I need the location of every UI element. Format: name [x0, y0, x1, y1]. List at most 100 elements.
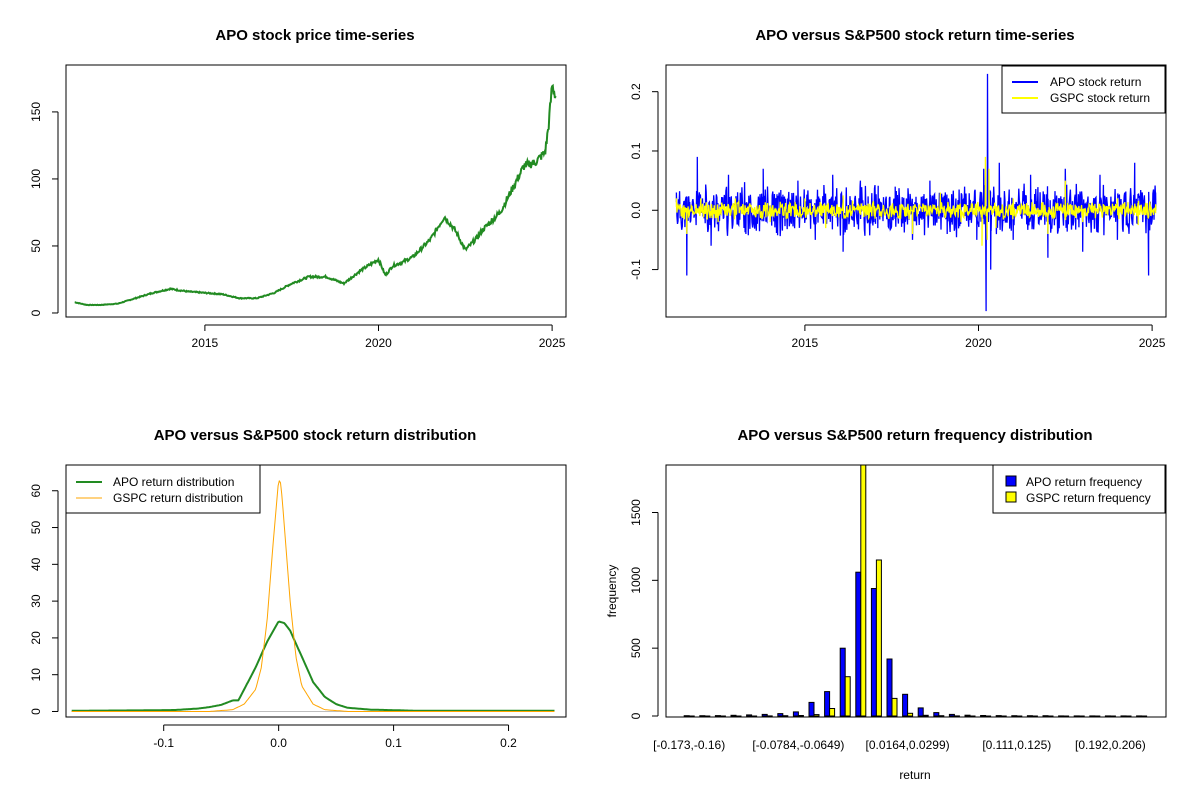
- apo-frequency-bar: [1058, 715, 1065, 717]
- price-x-tick-label: 2020: [365, 336, 392, 350]
- density-y-tick-label: 50: [29, 521, 43, 535]
- apo-frequency-bar: [980, 715, 987, 717]
- gspc-frequency-bar: [1016, 715, 1023, 717]
- distribution-legend-box: [65, 464, 261, 514]
- density-y-tick-label: 40: [29, 557, 43, 571]
- frequency-axes: [-0.173,-0.16) [-0.0784,-0.0649) [0.0164,0…: [629, 499, 1146, 752]
- gspc-frequency-bar: [860, 464, 867, 717]
- apo-frequency-bar: [964, 714, 971, 717]
- gspc-frequency-bar: [782, 715, 789, 717]
- frequency-x-tick-label: [0.111,0.125): [982, 738, 1051, 752]
- apo-density-line: [71, 620, 555, 712]
- return-ts-x-tick-label: 2015: [792, 336, 819, 350]
- price-axes: 2015 2020 2025 0 50 100 150: [29, 102, 566, 350]
- price-x-tick-label: 2025: [539, 336, 566, 350]
- price-y-tick-label: 0: [29, 309, 43, 316]
- apo-frequency-bar: [699, 715, 706, 717]
- apo-frequency-bar: [855, 571, 862, 717]
- frequency-y-axis-label: frequency: [605, 565, 619, 618]
- legend-label-apo-distribution: APO return distribution: [113, 475, 234, 489]
- legend-label-gspc-distribution: GSPC return distribution: [113, 491, 243, 505]
- density-y-tick-label: 0: [29, 708, 43, 715]
- apo-frequency-bar: [1104, 715, 1111, 717]
- gspc-density-line: [71, 480, 555, 712]
- gspc-frequency-bar: [1109, 715, 1116, 717]
- legend-swatch-gspc-frequency: [1005, 491, 1017, 503]
- apo-frequency-bar: [761, 713, 768, 717]
- return-ts-x-tick-label: 2025: [1139, 336, 1166, 350]
- return-timeseries-title: APO versus S&P500 stock return time-seri…: [755, 27, 1074, 44]
- frequency-x-tick-label: [-0.173,-0.16): [653, 738, 725, 752]
- density-x-tick-label: 0.2: [500, 736, 517, 750]
- price-y-tick-label: 50: [29, 239, 43, 253]
- apo-frequency-bar: [777, 713, 784, 717]
- gspc-frequency-bar: [907, 712, 914, 717]
- gspc-frequency-bar: [938, 715, 945, 717]
- legend-label-gspc-return: GSPC stock return: [1050, 91, 1150, 105]
- return-timeseries-marks: [675, 73, 1157, 312]
- gspc-frequency-bar: [1063, 715, 1070, 717]
- apo-frequency-bar: [917, 707, 924, 717]
- price-plot-frame: [65, 64, 567, 318]
- gspc-frequency-bar: [751, 715, 758, 717]
- apo-frequency-bar: [1026, 715, 1033, 717]
- apo-frequency-bar: [1120, 715, 1127, 717]
- legend-label-apo-return: APO stock return: [1050, 75, 1141, 89]
- apo-frequency-bar: [1136, 715, 1143, 717]
- density-y-tick-label: 20: [29, 631, 43, 645]
- apo-frequency-bar: [683, 715, 690, 717]
- price-x-tick-label: 2015: [192, 336, 219, 350]
- frequency-x-tick-label: [0.192,0.206): [1075, 738, 1146, 752]
- gspc-frequency-bar: [922, 714, 929, 717]
- frequency-title: APO versus S&P500 return frequency distr…: [737, 427, 1092, 444]
- gspc-frequency-bar: [891, 697, 898, 717]
- legend-label-apo-frequency: APO return frequency: [1026, 475, 1142, 489]
- density-y-tick-label: 30: [29, 594, 43, 608]
- price-panel: APO stock price time-series 2015 2020 2025…: [29, 27, 567, 350]
- gspc-frequency-bar: [1078, 715, 1085, 717]
- apo-frequency-bar: [1089, 715, 1096, 717]
- gspc-frequency-bar: [969, 715, 976, 717]
- frequency-legend: APO return frequency GSPC return frequen…: [992, 464, 1166, 514]
- price-series-marks: [74, 83, 557, 307]
- apo-frequency-bar: [730, 714, 737, 717]
- gspc-frequency-bar: [766, 715, 773, 717]
- frequency-x-tick-label: [-0.0784,-0.0649): [752, 738, 844, 752]
- apo-frequency-bar: [1011, 715, 1018, 717]
- gspc-frequency-bar: [1047, 715, 1054, 717]
- frequency-panel: APO versus S&P500 return frequency distr…: [605, 427, 1167, 782]
- price-y-tick-label: 100: [29, 169, 43, 189]
- apo-frequency-bar: [902, 693, 909, 717]
- price-y-tick-label: 150: [29, 102, 43, 122]
- return-timeseries-plot-frame: [665, 64, 1167, 318]
- apo-frequency-bar: [1073, 715, 1080, 717]
- distribution-title: APO versus S&P500 stock return distribut…: [154, 427, 477, 444]
- distribution-legend: APO return distribution GSPC return dist…: [65, 464, 261, 514]
- frequency-y-tick-label: 1500: [629, 499, 643, 526]
- gspc-frequency-bar: [797, 715, 804, 717]
- apo-price-line: [74, 83, 557, 307]
- gspc-frequency-bar: [1141, 715, 1148, 717]
- return-ts-y-tick-label: 0.0: [629, 202, 643, 219]
- return-ts-y-tick-label: 0.1: [629, 142, 643, 159]
- apo-frequency-bar: [995, 715, 1002, 717]
- gspc-frequency-bar: [1094, 715, 1101, 717]
- frequency-x-axis-label: return: [899, 768, 930, 782]
- apo-frequency-bar: [714, 715, 721, 717]
- gspc-return-line: [675, 156, 1157, 246]
- gspc-frequency-bar: [1125, 715, 1132, 717]
- return-timeseries-axes: 2015 2020 2025 -0.1 0.0 0.1 0.2: [629, 83, 1166, 350]
- gspc-frequency-bar: [953, 715, 960, 717]
- gspc-frequency-bar: [875, 559, 882, 717]
- return-ts-y-tick-label: 0.2: [629, 83, 643, 100]
- density-x-tick-label: 0.0: [270, 736, 287, 750]
- legend-label-gspc-frequency: GSPC return frequency: [1026, 491, 1151, 505]
- gspc-frequency-bar: [844, 676, 851, 717]
- frequency-x-tick-label: [0.0164,0.0299): [866, 738, 950, 752]
- apo-frequency-bar: [746, 714, 753, 717]
- frequency-legend-box: [992, 464, 1166, 514]
- frequency-y-tick-label: 500: [629, 638, 643, 658]
- price-chart-title: APO stock price time-series: [215, 27, 414, 44]
